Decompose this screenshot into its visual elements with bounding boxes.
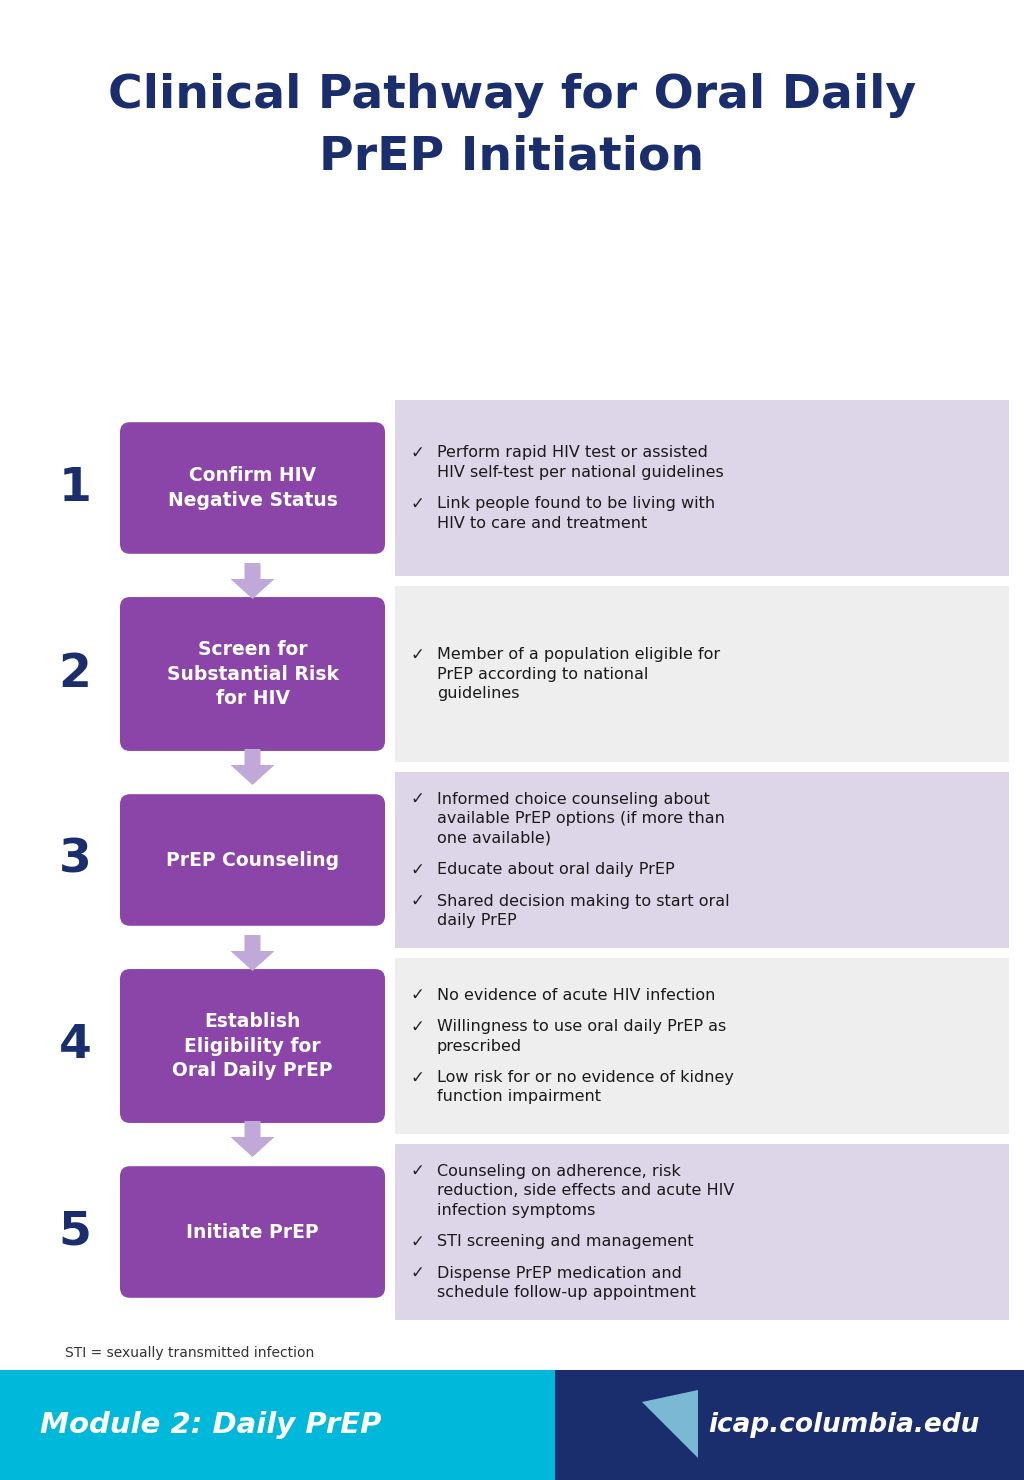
Text: STI = sexually transmitted infection: STI = sexually transmitted infection	[65, 1345, 314, 1360]
Text: ✓: ✓	[410, 861, 424, 879]
FancyBboxPatch shape	[120, 1166, 385, 1298]
Text: PrEP Initiation: PrEP Initiation	[319, 135, 705, 179]
FancyBboxPatch shape	[120, 596, 385, 750]
Text: Link people found to be living with: Link people found to be living with	[437, 496, 715, 511]
Bar	[395, 1144, 1009, 1320]
Text: one available): one available)	[437, 830, 551, 845]
Text: Perform rapid HIV test or assisted: Perform rapid HIV test or assisted	[437, 445, 708, 460]
Text: 1: 1	[58, 466, 91, 511]
Bar	[395, 773, 1009, 949]
Text: 4: 4	[58, 1024, 91, 1069]
Text: function impairment: function impairment	[437, 1089, 601, 1104]
Text: ✓: ✓	[410, 1018, 424, 1036]
FancyBboxPatch shape	[120, 969, 385, 1123]
Text: ✓: ✓	[410, 1162, 424, 1180]
Text: available PrEP options (if more than: available PrEP options (if more than	[437, 811, 725, 826]
Text: ✓: ✓	[410, 494, 424, 512]
Bar	[0, 1370, 555, 1480]
FancyBboxPatch shape	[120, 795, 385, 926]
Bar	[555, 1370, 1024, 1480]
Text: Establish
Eligibility for
Oral Daily PrEP: Establish Eligibility for Oral Daily PrE…	[172, 1012, 333, 1080]
Text: Shared decision making to start oral: Shared decision making to start oral	[437, 894, 730, 909]
Text: Informed choice counseling about: Informed choice counseling about	[437, 792, 710, 807]
Text: HIV self-test per national guidelines: HIV self-test per national guidelines	[437, 465, 724, 480]
Text: Screen for
Substantial Risk
for HIV: Screen for Substantial Risk for HIV	[167, 641, 339, 707]
Text: 3: 3	[58, 838, 91, 882]
Polygon shape	[230, 935, 274, 971]
Text: PrEP Counseling: PrEP Counseling	[166, 851, 339, 870]
Text: Dispense PrEP medication and: Dispense PrEP medication and	[437, 1265, 682, 1280]
Text: STI screening and management: STI screening and management	[437, 1234, 693, 1249]
Text: Counseling on adherence, risk: Counseling on adherence, risk	[437, 1163, 681, 1178]
Text: 5: 5	[58, 1209, 91, 1255]
Text: PrEP according to national: PrEP according to national	[437, 666, 648, 681]
Text: daily PrEP: daily PrEP	[437, 913, 517, 928]
Polygon shape	[230, 562, 274, 599]
Text: Initiate PrEP: Initiate PrEP	[186, 1222, 318, 1242]
Polygon shape	[642, 1390, 698, 1458]
Text: ✓: ✓	[410, 645, 424, 663]
Text: infection symptoms: infection symptoms	[437, 1203, 595, 1218]
Text: ✓: ✓	[410, 444, 424, 462]
Polygon shape	[230, 749, 274, 784]
Bar	[395, 400, 1009, 576]
Text: Member of a population eligible for: Member of a population eligible for	[437, 647, 720, 662]
Text: reduction, side effects and acute HIV: reduction, side effects and acute HIV	[437, 1183, 734, 1199]
Text: ✓: ✓	[410, 1264, 424, 1282]
Bar	[395, 958, 1009, 1134]
Text: No evidence of acute HIV infection: No evidence of acute HIV infection	[437, 987, 716, 1002]
Text: Low risk for or no evidence of kidney: Low risk for or no evidence of kidney	[437, 1070, 734, 1085]
Text: ✓: ✓	[410, 1069, 424, 1086]
Text: 2: 2	[58, 651, 91, 697]
Text: icap.columbia.edu: icap.columbia.edu	[708, 1412, 979, 1439]
Text: HIV to care and treatment: HIV to care and treatment	[437, 515, 647, 531]
Text: ✓: ✓	[410, 1233, 424, 1251]
Bar	[395, 586, 1009, 762]
FancyBboxPatch shape	[120, 422, 385, 554]
Text: prescribed: prescribed	[437, 1039, 522, 1054]
Text: ✓: ✓	[410, 986, 424, 1003]
Text: guidelines: guidelines	[437, 687, 519, 702]
Text: ✓: ✓	[410, 892, 424, 910]
Text: Educate about oral daily PrEP: Educate about oral daily PrEP	[437, 863, 675, 878]
Text: Module 2: Daily PrEP: Module 2: Daily PrEP	[40, 1410, 382, 1439]
Text: Confirm HIV
Negative Status: Confirm HIV Negative Status	[168, 466, 338, 509]
Polygon shape	[230, 1120, 274, 1157]
Text: ✓: ✓	[410, 790, 424, 808]
Text: Willingness to use oral daily PrEP as: Willingness to use oral daily PrEP as	[437, 1020, 726, 1035]
Text: Clinical Pathway for Oral Daily: Clinical Pathway for Oral Daily	[108, 73, 916, 117]
Text: schedule follow-up appointment: schedule follow-up appointment	[437, 1285, 696, 1301]
